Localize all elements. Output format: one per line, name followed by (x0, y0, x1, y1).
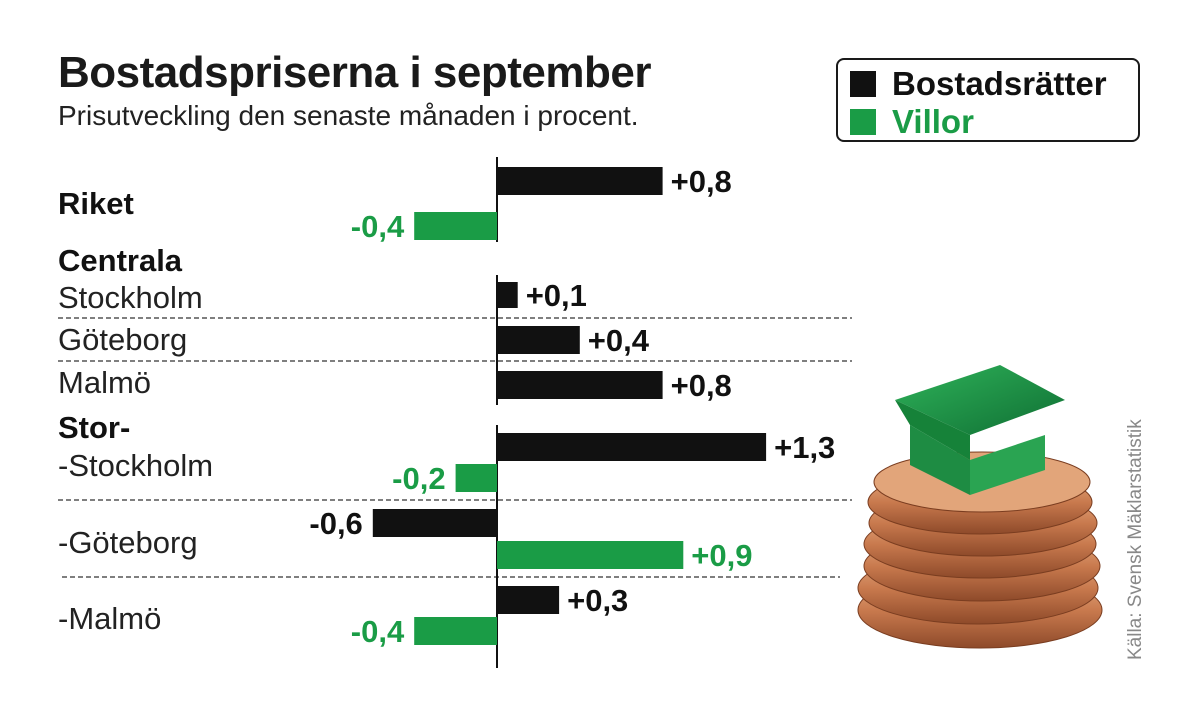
row-label-stor-stockholm: -Stockholm (58, 448, 213, 483)
data-label-villor: -0,2 (392, 461, 445, 496)
data-label-bostadsratter: +1,3 (774, 430, 835, 465)
row-label-stor-malmo: -Malmö (58, 601, 161, 636)
data-label-bostadsratter: -0,6 (309, 506, 362, 541)
bar-bostadsratter (497, 371, 663, 399)
row-labels: Riket Centrala Stor- Stockholm Göteborg … (58, 186, 213, 636)
data-label-villor: +0,9 (691, 538, 752, 573)
data-label-bostadsratter: +0,4 (588, 323, 650, 358)
row-dividers (58, 317, 852, 578)
bar-villor (414, 617, 497, 645)
bar-villor (455, 464, 497, 492)
chart-subtitle: Prisutveckling den senaste månaden i pro… (58, 100, 639, 131)
bar-villor (497, 541, 684, 569)
row-label-stockholm: Stockholm (58, 280, 203, 315)
data-label-bostadsratter: +0,3 (567, 583, 628, 618)
bar-bostadsratter (497, 586, 560, 614)
legend-item-bostadsratter: Bostadsrätter (850, 65, 1107, 102)
data-label-villor: -0,4 (351, 614, 405, 649)
group-label-stor: Stor- (58, 410, 130, 445)
data-label-villor: -0,4 (351, 209, 405, 244)
bar-bostadsratter (372, 509, 497, 537)
data-label-bostadsratter: +0,1 (526, 278, 587, 313)
chart-title: Bostadspriserna i september (58, 48, 651, 97)
legend-label-villor: Villor (892, 103, 974, 140)
bar-villor (414, 212, 497, 240)
legend: Bostadsrätter Villor (836, 58, 1140, 142)
bar-bostadsratter (497, 326, 580, 354)
source-note: Källa: Svensk Mäklarstatistik (1125, 419, 1146, 660)
house-on-coins-icon (857, 365, 1103, 649)
group-label-riket: Riket (58, 186, 134, 221)
group-label-centrala: Centrala (58, 243, 183, 278)
data-label-bostadsratter: +0,8 (671, 368, 732, 403)
row-label-stor-goteborg: -Göteborg (58, 525, 198, 560)
legend-swatch-villor (850, 109, 876, 135)
bar-bostadsratter (497, 282, 518, 308)
legend-swatch-bostadsratter (850, 71, 876, 97)
legend-item-villor: Villor (850, 103, 974, 140)
bars: +0,8 +0,1+0,4 +0,8 +1,3 -0,6 +0,3 -0,4 -0,2 +0,9… (309, 164, 835, 649)
bar-bostadsratter (497, 167, 663, 195)
data-label-bostadsratter: +0,8 (671, 164, 732, 199)
legend-label-bostadsratter: Bostadsrätter (892, 65, 1107, 102)
row-label-malmo: Malmö (58, 365, 151, 400)
row-label-goteborg: Göteborg (58, 322, 187, 357)
bar-bostadsratter (497, 433, 767, 461)
